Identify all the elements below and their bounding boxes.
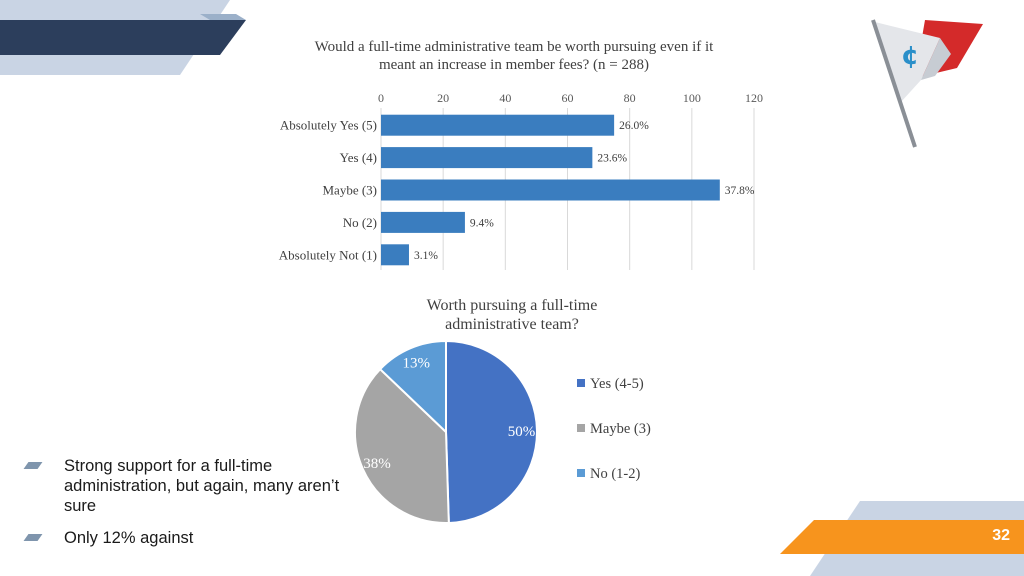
bar (381, 147, 593, 169)
bar-data-label: 37.8% (725, 185, 755, 197)
banner-navy-stripe (0, 20, 246, 55)
bar-data-label: 3.1% (414, 250, 438, 262)
pie-legend-label: No (1-2) (590, 466, 641, 482)
flag-emblem: ¢ (901, 41, 919, 71)
bar-category-label: Absolutely Yes (5) (280, 118, 377, 133)
bullet-list: Strong support for a full-time administr… (23, 456, 346, 560)
bar-x-tick-label: 100 (683, 91, 701, 105)
bar-category-label: Maybe (3) (322, 183, 377, 198)
pie-data-label: 13% (403, 356, 431, 372)
header-banner (0, 0, 246, 75)
bullet-item: Strong support for a full-time administr… (23, 456, 346, 516)
bar-chart-title: Would a full-time administrative team be… (314, 39, 714, 73)
bullet-marker-icon (23, 462, 43, 469)
bar-category-label: No (2) (343, 215, 377, 230)
footer-banner (780, 501, 1024, 576)
pie-legend-label: Maybe (3) (590, 421, 651, 437)
bar-data-label: 26.0% (619, 120, 649, 132)
pie-data-label: 50% (508, 424, 536, 440)
flag-white-field (875, 22, 940, 102)
bar-x-tick-label: 20 (437, 91, 449, 105)
page-number: 32 (992, 527, 1010, 544)
cents-flag-icon: ¢ (871, 19, 983, 148)
bar-category-label: Yes (4) (340, 150, 377, 165)
bar-chart: 0 20 40 60 80 100 120 Absolutely Yes (5) 26.0% Ye… (279, 91, 763, 270)
bar (381, 244, 409, 266)
banner-light-tip (200, 14, 246, 20)
flag-grey-shade (921, 38, 951, 80)
bar-x-tick-label: 120 (745, 91, 763, 105)
bar (381, 114, 615, 136)
bar-x-tick-label: 80 (624, 91, 636, 105)
pie-data-label: 38% (363, 456, 391, 472)
footer-orange-stripe (780, 520, 1024, 554)
pie-slice (354, 367, 450, 524)
pie-legend-swatch (577, 379, 585, 387)
bullet-text: Only 12% against (64, 529, 194, 547)
pie-legend-swatch (577, 424, 585, 432)
flag-pole (871, 19, 917, 148)
pie-slice (445, 339, 538, 524)
bar-x-tick-label: 60 (562, 91, 574, 105)
pie-chart-title: Worth pursuing a full-time administrativ… (426, 297, 598, 333)
bar-x-tick-label: 0 (378, 91, 384, 105)
bar (381, 179, 720, 201)
bar-data-label: 9.4% (470, 217, 494, 229)
bar (381, 211, 465, 233)
bar-data-label: 23.6% (597, 153, 627, 165)
bullet-text: Strong support for a full-time administr… (64, 457, 340, 515)
pie-slice (378, 339, 447, 435)
bar-x-tick-label: 40 (499, 91, 511, 105)
pie-legend-swatch (577, 469, 585, 477)
pie-legend-label: Yes (4-5) (590, 376, 644, 392)
bullet-marker-icon (23, 534, 43, 541)
bullet-item: Only 12% against (23, 528, 346, 548)
bar-category-label: Absolutely Not (1) (279, 247, 377, 262)
